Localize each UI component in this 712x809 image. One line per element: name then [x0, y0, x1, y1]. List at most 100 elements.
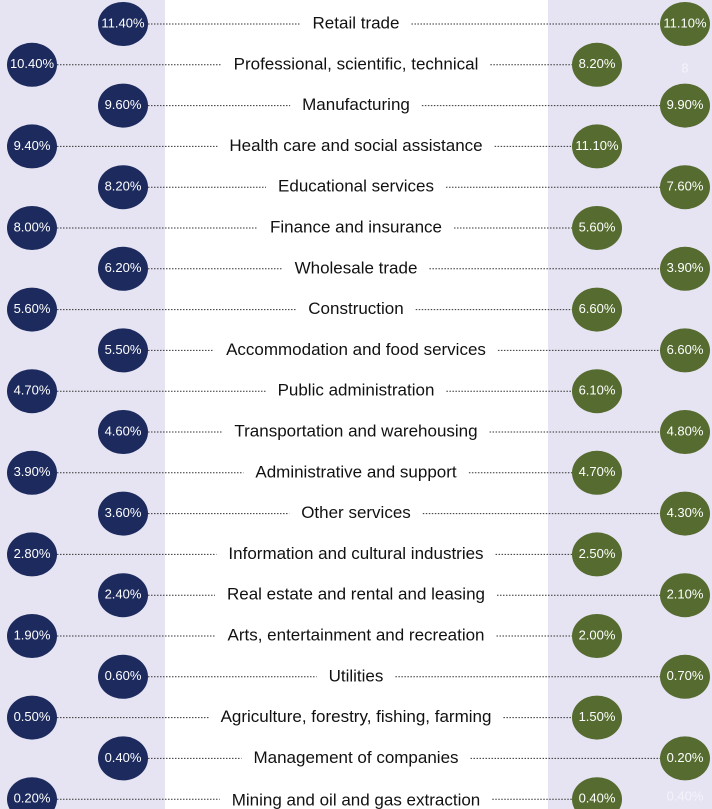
- value-label: 3.90%: [14, 464, 51, 479]
- value-label: 2.80%: [14, 546, 51, 561]
- value-label: 4.70%: [14, 383, 51, 398]
- value-label: 5.60%: [579, 219, 616, 234]
- value-label: 4.70%: [579, 464, 616, 479]
- value-circle: [660, 165, 710, 210]
- category-label: Arts, entertainment and recreation: [227, 625, 484, 644]
- value-circle: [572, 369, 622, 414]
- value-circle: [572, 287, 622, 332]
- category-label: Utilities: [329, 666, 384, 685]
- value-circle: [660, 654, 710, 699]
- category-label: Public administration: [278, 381, 435, 400]
- value-label: 9.40%: [14, 138, 51, 153]
- value-circle: [572, 777, 622, 809]
- value-circle: [7, 287, 57, 332]
- value-circle: [660, 2, 710, 46]
- value-label: 6.60%: [667, 342, 704, 357]
- category-label: Administrative and support: [255, 462, 457, 481]
- value-label: 6.10%: [579, 383, 616, 398]
- value-circle: [98, 736, 148, 781]
- value-label: 0.60%: [105, 668, 142, 683]
- category-label: Construction: [308, 299, 403, 318]
- category-label: Manufacturing: [302, 95, 410, 114]
- value-circle: [98, 410, 148, 454]
- value-circle: [98, 491, 148, 536]
- value-label: 1.90%: [14, 627, 51, 642]
- value-label: 7.60%: [667, 179, 704, 194]
- annotation: 0.40%: [667, 788, 704, 803]
- value-circle: [660, 491, 710, 536]
- value-circle: [98, 2, 148, 46]
- value-circle: [572, 124, 622, 169]
- category-label: Management of companies: [253, 748, 458, 767]
- value-label: 8.00%: [14, 219, 51, 234]
- category-label: Information and cultural industries: [228, 544, 483, 563]
- value-circle: [7, 42, 57, 87]
- value-circle: [660, 410, 710, 454]
- annotation: 8: [681, 60, 688, 75]
- value-circle: [98, 165, 148, 210]
- category-label: Health care and social assistance: [229, 136, 482, 155]
- value-label: 0.20%: [667, 750, 704, 765]
- value-label: 4.60%: [105, 423, 142, 438]
- value-circle: [7, 777, 57, 809]
- value-label: 0.20%: [14, 791, 51, 806]
- value-label: 1.50%: [579, 709, 616, 724]
- category-label: Accommodation and food services: [226, 340, 486, 359]
- value-label: 11.10%: [575, 138, 619, 153]
- value-label: 4.30%: [667, 505, 704, 520]
- category-label: Agriculture, forestry, fishing, farming: [221, 707, 492, 726]
- category-label: Other services: [301, 503, 411, 522]
- value-circle: [7, 206, 57, 250]
- value-label: 11.40%: [101, 15, 145, 30]
- value-label: 11.10%: [663, 15, 707, 30]
- value-circle: [7, 369, 57, 414]
- value-circle: [660, 246, 710, 291]
- value-label: 9.60%: [105, 97, 142, 112]
- value-circle: [7, 695, 57, 740]
- value-circle: [572, 206, 622, 250]
- value-label: 0.70%: [667, 668, 704, 683]
- value-label: 2.40%: [105, 587, 142, 602]
- value-label: 0.40%: [105, 750, 142, 765]
- value-label: 6.60%: [579, 301, 616, 316]
- category-label: Professional, scientific, technical: [234, 54, 479, 73]
- category-label: Transportation and warehousing: [234, 421, 477, 440]
- value-label: 2.10%: [667, 587, 704, 602]
- value-label: 10.40%: [10, 56, 55, 71]
- value-circle: [7, 614, 57, 658]
- value-circle: [98, 246, 148, 291]
- category-label: Retail trade: [313, 13, 400, 32]
- category-label: Real estate and rental and leasing: [227, 585, 485, 604]
- value-circle: [660, 573, 710, 618]
- value-label: 4.80%: [667, 423, 704, 438]
- value-label: 9.90%: [667, 97, 704, 112]
- value-label: 0.40%: [579, 791, 616, 806]
- value-circle: [7, 532, 57, 577]
- value-circle: [572, 450, 622, 495]
- value-circle: [660, 736, 710, 781]
- category-label: Educational services: [278, 177, 434, 196]
- value-label: 8.20%: [105, 179, 142, 194]
- value-label: 5.60%: [14, 301, 51, 316]
- value-circle: [98, 654, 148, 699]
- value-label: 2.00%: [579, 627, 616, 642]
- value-circle: [660, 83, 710, 128]
- value-circle: [7, 124, 57, 169]
- value-label: 3.60%: [105, 505, 142, 520]
- value-circle: [572, 614, 622, 658]
- value-label: 2.50%: [579, 546, 616, 561]
- value-circle: [98, 83, 148, 128]
- value-circle: [572, 695, 622, 740]
- value-circle: [98, 328, 148, 373]
- value-label: 8.20%: [579, 56, 616, 71]
- category-label: Mining and oil and gas extraction: [232, 791, 481, 809]
- value-circle: [660, 328, 710, 373]
- value-circle: [572, 532, 622, 577]
- value-label: 3.90%: [667, 260, 704, 275]
- value-label: 5.50%: [105, 342, 142, 357]
- value-label: 0.50%: [14, 709, 51, 724]
- value-circle: [572, 42, 622, 87]
- value-circle: [7, 450, 57, 495]
- category-label: Wholesale trade: [295, 258, 418, 277]
